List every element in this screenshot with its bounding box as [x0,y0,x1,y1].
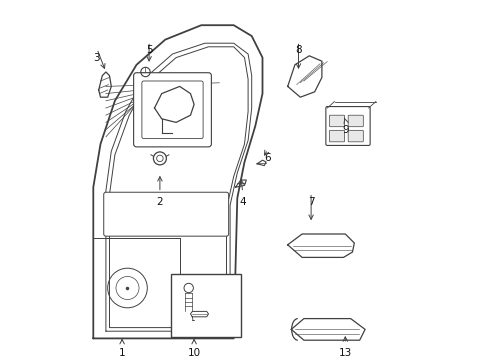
Text: 5: 5 [145,45,152,55]
FancyBboxPatch shape [347,130,363,142]
FancyBboxPatch shape [133,73,211,147]
FancyBboxPatch shape [329,115,344,127]
Text: 3: 3 [93,53,100,63]
Text: 6: 6 [264,153,271,163]
FancyBboxPatch shape [347,115,363,127]
Text: 9: 9 [341,125,348,135]
Text: 11: 11 [214,319,227,329]
FancyBboxPatch shape [325,107,369,145]
Bar [170,274,241,337]
Text: 13: 13 [338,348,351,358]
Text: 10: 10 [187,348,200,358]
Text: 7: 7 [307,197,314,207]
FancyBboxPatch shape [103,192,228,236]
Text: 1: 1 [119,348,125,358]
Text: 12: 12 [194,283,207,293]
FancyBboxPatch shape [329,130,344,142]
Text: 2: 2 [156,197,163,207]
Text: 4: 4 [239,197,245,207]
FancyBboxPatch shape [142,81,203,139]
Text: 8: 8 [295,45,301,55]
